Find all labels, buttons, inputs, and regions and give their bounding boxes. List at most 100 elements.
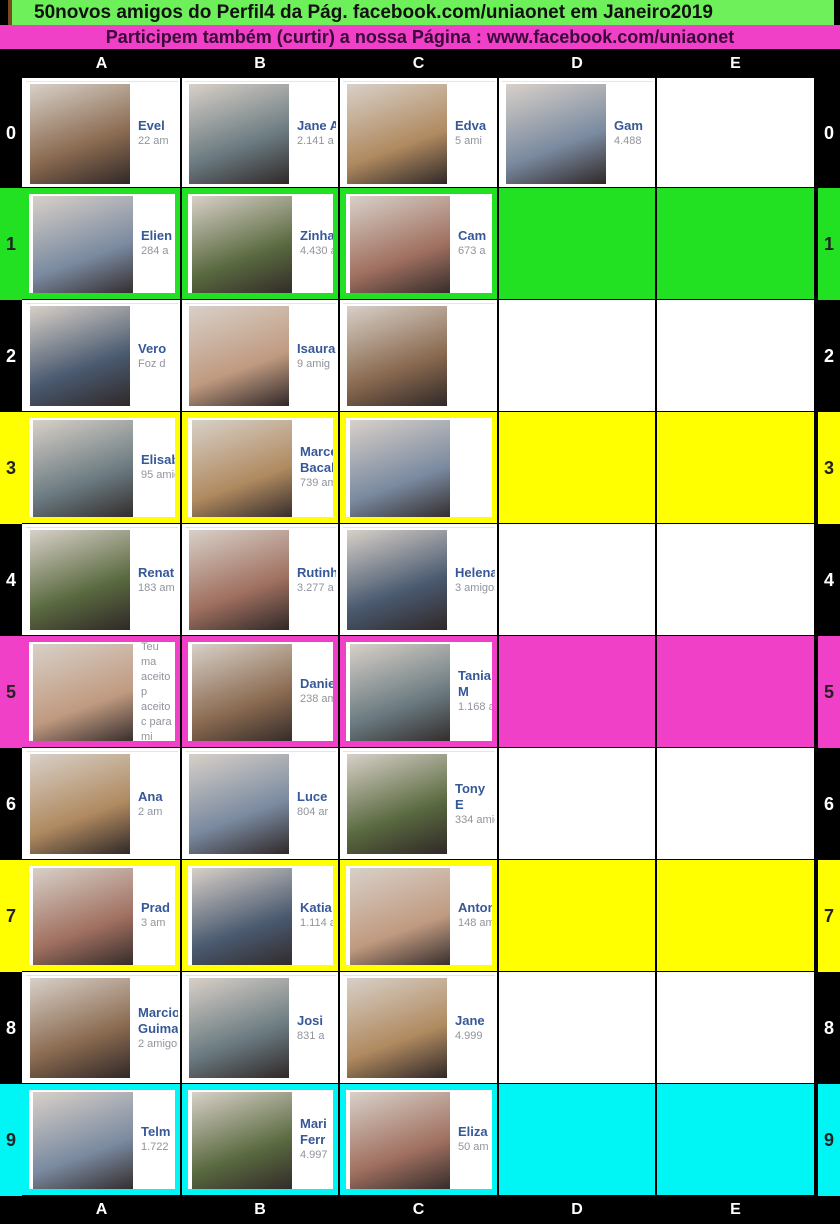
friend-card[interactable]: CatariTeu ma aceito p aceito c para mi r… (26, 639, 178, 744)
friend-card[interactable]: Josi 831 a (185, 975, 336, 1080)
profile-photo[interactable] (347, 530, 447, 630)
profile-photo[interactable] (33, 420, 133, 517)
profile-photo[interactable] (347, 754, 447, 854)
friend-card[interactable]: Jane A 2.141 a (185, 81, 336, 184)
friend-name[interactable]: Telm (141, 1124, 171, 1139)
friend-name[interactable]: Gam (614, 117, 643, 133)
profile-photo[interactable] (33, 1092, 133, 1189)
profile-photo[interactable] (506, 84, 606, 184)
friend-count: 1.722 (141, 1141, 169, 1153)
friend-name[interactable]: Zinha (300, 228, 333, 243)
friend-card[interactable]: Telm 1.722 (26, 1087, 178, 1192)
friend-name[interactable]: Elisab (141, 452, 175, 467)
friend-name[interactable]: Jane A (297, 117, 336, 133)
friend-card[interactable]: Danie 238 am (185, 639, 336, 744)
friend-name[interactable]: Marce Bacal (300, 444, 333, 475)
friend-card[interactable]: Antoni 148 amig (343, 863, 495, 968)
friend-name[interactable]: Mari Ferr (300, 1116, 327, 1147)
profile-photo[interactable] (30, 978, 130, 1078)
profile-photo[interactable] (347, 84, 447, 184)
friend-name[interactable]: Edva (455, 117, 487, 133)
friend-card[interactable]: Renat 183 am (26, 527, 178, 632)
friend-card[interactable]: Katia 1.114 a (185, 863, 336, 968)
profile-photo[interactable] (189, 84, 289, 184)
friend-name[interactable]: Helena (455, 564, 495, 580)
friend-card[interactable]: Rutinh 3.277 a (185, 527, 336, 632)
row-number-3: 3 (0, 412, 22, 524)
friend-name[interactable]: Josi (297, 1012, 324, 1028)
profile-photo[interactable] (350, 420, 450, 517)
friend-card[interactable] (343, 415, 495, 520)
profile-photo[interactable] (189, 306, 289, 406)
friend-info: Rutinh 3.277 a (297, 528, 336, 632)
profile-photo[interactable] (350, 196, 450, 293)
friend-card[interactable]: Edva 5 ami (343, 81, 495, 184)
friend-name[interactable]: Ana (138, 788, 163, 804)
friend-name[interactable]: Elien (141, 228, 173, 243)
friend-name[interactable]: Danie (300, 676, 333, 691)
friend-name[interactable]: Jane (455, 1012, 485, 1028)
friend-card[interactable]: Isaura 9 amig (185, 303, 336, 408)
friend-name[interactable]: Evel (138, 117, 165, 133)
profile-photo[interactable] (192, 196, 292, 293)
profile-photo[interactable] (30, 306, 130, 406)
profile-photo[interactable] (347, 978, 447, 1078)
profile-photo[interactable] (347, 306, 447, 406)
profile-photo[interactable] (30, 84, 130, 184)
friend-card[interactable]: Luce 804 ar (185, 751, 336, 856)
friend-card[interactable]: Gam 4.488 (502, 81, 653, 184)
friend-name[interactable]: Antoni (458, 900, 492, 915)
friend-count: 3.277 a (297, 581, 334, 594)
row-number-1: 1 (0, 188, 22, 300)
profile-photo[interactable] (33, 868, 133, 965)
friend-card[interactable]: Elisab 95 amig (26, 415, 178, 520)
profile-photo[interactable] (350, 644, 450, 741)
profile-photo[interactable] (192, 644, 292, 741)
friend-card[interactable]: Mari Ferr 4.997 (185, 1087, 336, 1192)
profile-photo[interactable] (33, 196, 133, 293)
friend-card[interactable]: Vero Foz d (26, 303, 178, 408)
friend-card[interactable]: Prad 3 am (26, 863, 178, 968)
friend-card[interactable] (343, 303, 495, 408)
friend-info: Tania M 1.168 am (458, 642, 492, 741)
friend-card[interactable]: Zinha 4.430 a (185, 191, 336, 296)
profile-photo[interactable] (30, 530, 130, 630)
friend-name[interactable]: Renat (138, 564, 175, 580)
friend-name[interactable]: Marcio Guima (138, 1004, 178, 1036)
grid-cell: Renat 183 am (22, 524, 180, 635)
profile-photo[interactable] (192, 420, 292, 517)
friend-name[interactable]: Luce (297, 788, 328, 804)
friend-name[interactable]: Rutinh (297, 564, 336, 580)
friend-count: 334 amig (455, 813, 495, 826)
friend-card[interactable]: Marce Bacal 739 am (185, 415, 336, 520)
profile-photo[interactable] (33, 644, 133, 741)
profile-photo[interactable] (350, 1092, 450, 1189)
grid-cell (498, 524, 655, 635)
friend-card[interactable]: Ana 2 am (26, 751, 178, 856)
friend-name[interactable]: Eliza (458, 1124, 488, 1139)
friend-name[interactable]: Tania M (458, 668, 491, 699)
grid-cell (656, 300, 814, 411)
friend-card[interactable]: Elien 284 a (26, 191, 178, 296)
friend-name[interactable]: Vero (138, 340, 167, 356)
profile-photo[interactable] (189, 530, 289, 630)
friend-card[interactable]: Cam 673 a (343, 191, 495, 296)
profile-photo[interactable] (30, 754, 130, 854)
friend-name[interactable]: Cam (458, 228, 487, 243)
profile-photo[interactable] (189, 754, 289, 854)
friend-name[interactable]: Tony E (455, 780, 486, 812)
friend-name[interactable]: Prad (141, 900, 170, 915)
profile-photo[interactable] (350, 868, 450, 965)
friend-card[interactable]: Tania M 1.168 am (343, 639, 495, 744)
profile-photo[interactable] (192, 868, 292, 965)
friend-card[interactable]: Eliza 50 am (343, 1087, 495, 1192)
profile-photo[interactable] (192, 1092, 292, 1189)
profile-photo[interactable] (189, 978, 289, 1078)
friend-name[interactable]: Isaura (297, 340, 336, 356)
friend-card[interactable]: Jane 4.999 (343, 975, 495, 1080)
friend-name[interactable]: Katia (300, 900, 332, 915)
friend-card[interactable]: Evel 22 am (26, 81, 178, 184)
